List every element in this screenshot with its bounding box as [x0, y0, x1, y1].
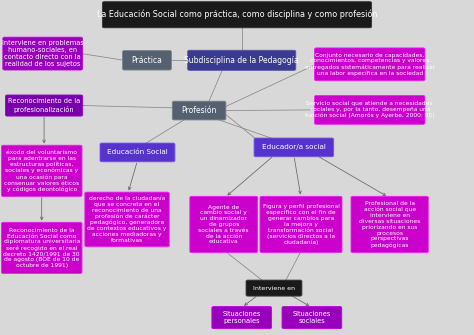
Text: Educador/a social: Educador/a social: [262, 144, 326, 150]
Text: Práctica: Práctica: [131, 56, 163, 65]
Text: Situaciones
sociales: Situaciones sociales: [293, 311, 331, 324]
FancyBboxPatch shape: [85, 192, 169, 247]
FancyBboxPatch shape: [3, 37, 82, 70]
Text: Subdisciplina de la Pedagogía: Subdisciplina de la Pedagogía: [184, 56, 299, 65]
FancyBboxPatch shape: [190, 196, 257, 253]
Text: Situaciones
personales: Situaciones personales: [223, 311, 261, 324]
Text: Interviene en: Interviene en: [253, 286, 295, 290]
FancyBboxPatch shape: [1, 222, 82, 273]
Text: Reconocimiento de la
profesionalización: Reconocimiento de la profesionalización: [8, 98, 80, 113]
FancyBboxPatch shape: [188, 50, 296, 70]
FancyBboxPatch shape: [314, 48, 425, 81]
Text: Interviene en problemas
humano-sociales, en
contacto directo con la
realidad de : Interviene en problemas humano-sociales,…: [2, 40, 83, 67]
Text: Figura y perfil profesional
específico con el fin de
generar cambios para
la mej: Figura y perfil profesional específico c…: [263, 204, 339, 245]
FancyBboxPatch shape: [254, 138, 334, 157]
Text: La Educación Social como práctica, como disciplina y como profesión: La Educación Social como práctica, como …: [97, 10, 377, 19]
FancyBboxPatch shape: [102, 2, 372, 28]
Text: Agente de
cambio social y
un dinamizador
de grupos
sociales a través
de la acció: Agente de cambio social y un dinamizador…: [199, 205, 249, 244]
FancyBboxPatch shape: [100, 143, 175, 162]
FancyBboxPatch shape: [260, 196, 342, 253]
Text: Conjunto necesario de capacidades,
conocimientos, competencias y valores
entrega: Conjunto necesario de capacidades, conoc…: [305, 53, 435, 76]
FancyBboxPatch shape: [173, 101, 226, 120]
Text: Servicio social que atiende a necesidades
sociales y, por la tanto, desempeña un: Servicio social que atiende a necesidade…: [305, 101, 435, 119]
FancyBboxPatch shape: [282, 307, 342, 329]
FancyBboxPatch shape: [212, 307, 272, 329]
Text: éxodo del voluntarismo
para adentrarse en las
estructuras políticas,
sociales y : éxodo del voluntarismo para adentrarse e…: [4, 150, 79, 192]
FancyBboxPatch shape: [246, 280, 302, 296]
FancyBboxPatch shape: [122, 51, 172, 70]
Text: Profesión: Profesión: [182, 106, 217, 115]
Text: Reconocimiento de la
Educación Social como
diplomatura universitaria
seré recogi: Reconocimiento de la Educación Social co…: [3, 228, 80, 268]
Text: Educación Social: Educación Social: [107, 149, 168, 155]
FancyBboxPatch shape: [5, 95, 83, 116]
FancyBboxPatch shape: [314, 95, 425, 124]
FancyBboxPatch shape: [1, 145, 82, 196]
Text: derecho de la ciudadanía
que se concreta en el
reconocimiento de una
profesión d: derecho de la ciudadanía que se concreta…: [87, 196, 167, 243]
Text: Profesional de la
acción social que
interviene en
diversas situaciones
priorizan: Profesional de la acción social que inte…: [359, 201, 420, 248]
FancyBboxPatch shape: [351, 196, 428, 253]
